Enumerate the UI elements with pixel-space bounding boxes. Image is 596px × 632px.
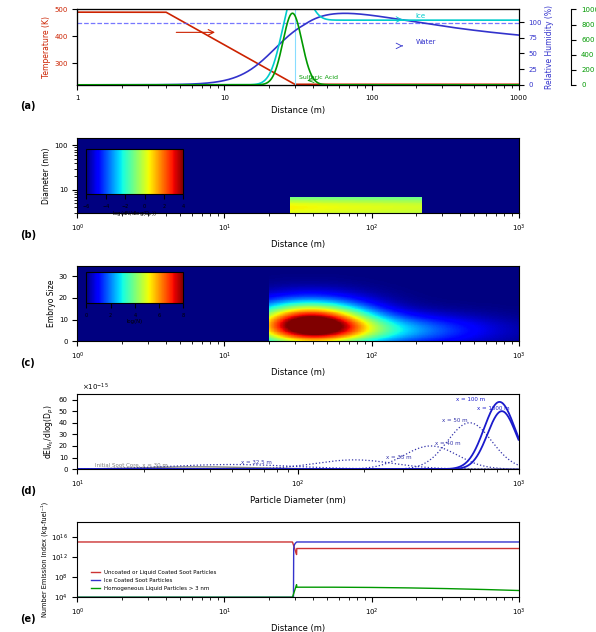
X-axis label: Distance (m): Distance (m) <box>271 624 325 632</box>
Text: Initial Soot Core, x = 30 m: Initial Soot Core, x = 30 m <box>95 463 168 468</box>
X-axis label: Distance (m): Distance (m) <box>271 106 325 115</box>
Text: (b): (b) <box>20 229 36 240</box>
Y-axis label: Temperature (K): Temperature (K) <box>42 16 51 78</box>
Y-axis label: Diameter (nm): Diameter (nm) <box>42 147 51 204</box>
Text: Water: Water <box>416 39 436 45</box>
Text: (e): (e) <box>20 614 36 624</box>
Text: x = 35 m: x = 35 m <box>386 455 411 460</box>
Text: x = 32.5 m: x = 32.5 m <box>241 460 272 465</box>
Text: x = 100 m: x = 100 m <box>456 397 485 402</box>
Text: x = 1000 m: x = 1000 m <box>477 406 510 411</box>
Text: (c): (c) <box>20 358 35 368</box>
Text: Ice: Ice <box>416 13 426 18</box>
X-axis label: Distance (m): Distance (m) <box>271 240 325 248</box>
Text: (d): (d) <box>20 486 36 495</box>
X-axis label: Particle Diameter (nm): Particle Diameter (nm) <box>250 495 346 505</box>
Text: (a): (a) <box>20 101 36 111</box>
Text: x = 40 m: x = 40 m <box>436 441 461 446</box>
Y-axis label: Number Emission Index (kg-fuel⁻¹): Number Emission Index (kg-fuel⁻¹) <box>41 502 48 617</box>
Text: $\times 10^{-15}$: $\times 10^{-15}$ <box>82 382 108 393</box>
Text: Sulfuric Acid: Sulfuric Acid <box>299 75 338 80</box>
Legend: Uncoated or Liquid Coated Soot Particles, Ice Coated Soot Particles, Homogeneous: Uncoated or Liquid Coated Soot Particles… <box>89 568 219 593</box>
Text: x = 50 m: x = 50 m <box>442 418 468 423</box>
Y-axis label: Relative Humidity (%): Relative Humidity (%) <box>545 5 554 89</box>
Y-axis label: Embryo Size: Embryo Size <box>47 279 56 327</box>
Y-axis label: dEI$_{N_0}$/dlog(D$_p$): dEI$_{N_0}$/dlog(D$_p$) <box>43 404 56 459</box>
X-axis label: Distance (m): Distance (m) <box>271 368 325 377</box>
